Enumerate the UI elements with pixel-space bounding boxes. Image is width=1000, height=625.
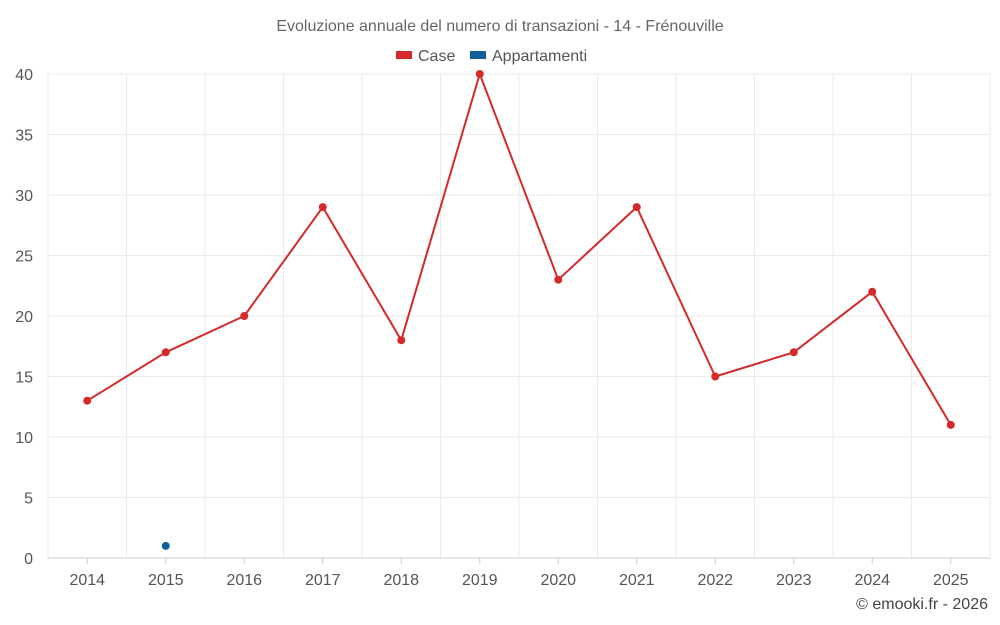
series-line-case <box>86 73 952 426</box>
data-point-case-2021[interactable] <box>632 203 641 212</box>
data-point-case-2019[interactable] <box>475 70 484 78</box>
data-point-case-2014[interactable] <box>83 396 92 405</box>
x-tick-label: 2021 <box>619 572 655 589</box>
y-tick-label: 25 <box>15 249 33 266</box>
chart-title: Evoluzione annuale del numero di transaz… <box>276 18 723 35</box>
data-point-case-2024[interactable] <box>868 287 877 296</box>
x-tick-label: 2022 <box>697 572 733 589</box>
y-tick-label: 40 <box>15 67 33 84</box>
x-tick-label: 2019 <box>462 572 498 589</box>
legend-label-appartamenti: Appartamenti <box>492 48 587 65</box>
x-tick-label: 2017 <box>305 572 341 589</box>
x-tick-label: 2024 <box>854 572 890 589</box>
y-tick-label: 35 <box>15 128 33 145</box>
x-tick-label: 2015 <box>148 572 184 589</box>
data-point-case-2022[interactable] <box>711 372 720 381</box>
y-tick-label: 10 <box>15 430 33 447</box>
legend-swatch-case <box>396 51 412 59</box>
y-tick-label: 15 <box>15 370 33 387</box>
data-point-case-2025[interactable] <box>946 420 955 429</box>
data-point-case-2020[interactable] <box>554 275 563 284</box>
data-point-case-2015[interactable] <box>161 348 170 357</box>
y-tick-label: 30 <box>15 188 33 205</box>
legend-item-appartamenti[interactable]: Appartamenti <box>470 48 587 65</box>
credit-text: © emooki.fr - 2026 <box>856 596 988 613</box>
data-point-case-2016[interactable] <box>240 312 249 320</box>
legend-swatch-appartamenti <box>470 51 486 59</box>
legend-label-case: Case <box>418 48 455 65</box>
data-point-case-2017[interactable] <box>318 203 327 212</box>
x-tick-label: 2014 <box>69 572 105 589</box>
data-point-case-2018[interactable] <box>397 336 406 345</box>
x-tick-label: 2020 <box>540 572 576 589</box>
y-tick-label: 20 <box>15 309 33 326</box>
y-tick-label: 0 <box>24 551 33 568</box>
x-tick-label: 2016 <box>226 572 262 589</box>
x-tick-label: 2023 <box>776 572 812 589</box>
data-point-case-2023[interactable] <box>789 348 798 357</box>
y-tick-label: 5 <box>24 491 33 508</box>
data-point-appartamenti-2015[interactable] <box>161 541 170 550</box>
x-tick-label: 2018 <box>383 572 419 589</box>
series <box>83 70 955 550</box>
legend-item-case[interactable]: Case <box>396 48 455 65</box>
legend: Case Appartamenti <box>396 48 587 65</box>
x-tick-label: 2025 <box>933 572 969 589</box>
grid <box>47 73 991 558</box>
